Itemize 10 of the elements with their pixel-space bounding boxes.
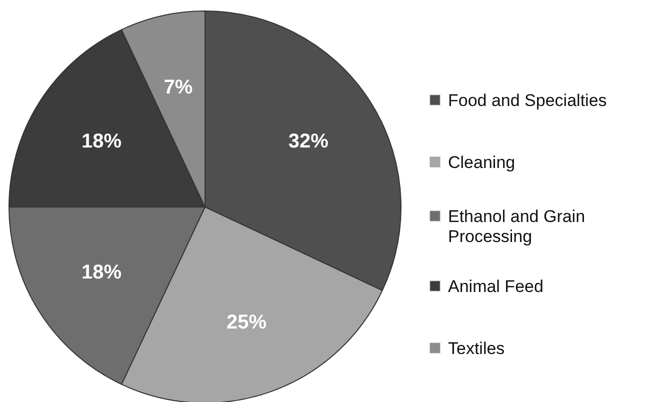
data-label: 18% (82, 130, 122, 152)
data-label: 25% (226, 311, 267, 334)
data-label: 18% (82, 262, 122, 284)
legend-label: Ethanol and Grain Processing (448, 207, 586, 246)
legend-label: Cleaning (448, 153, 516, 172)
legend-label: Food and Specialties (448, 91, 607, 110)
data-label: 32% (288, 130, 329, 152)
legend-label: Textiles (448, 339, 505, 358)
data-label: 7% (164, 76, 193, 98)
legend-label: Animal Feed (448, 277, 544, 296)
